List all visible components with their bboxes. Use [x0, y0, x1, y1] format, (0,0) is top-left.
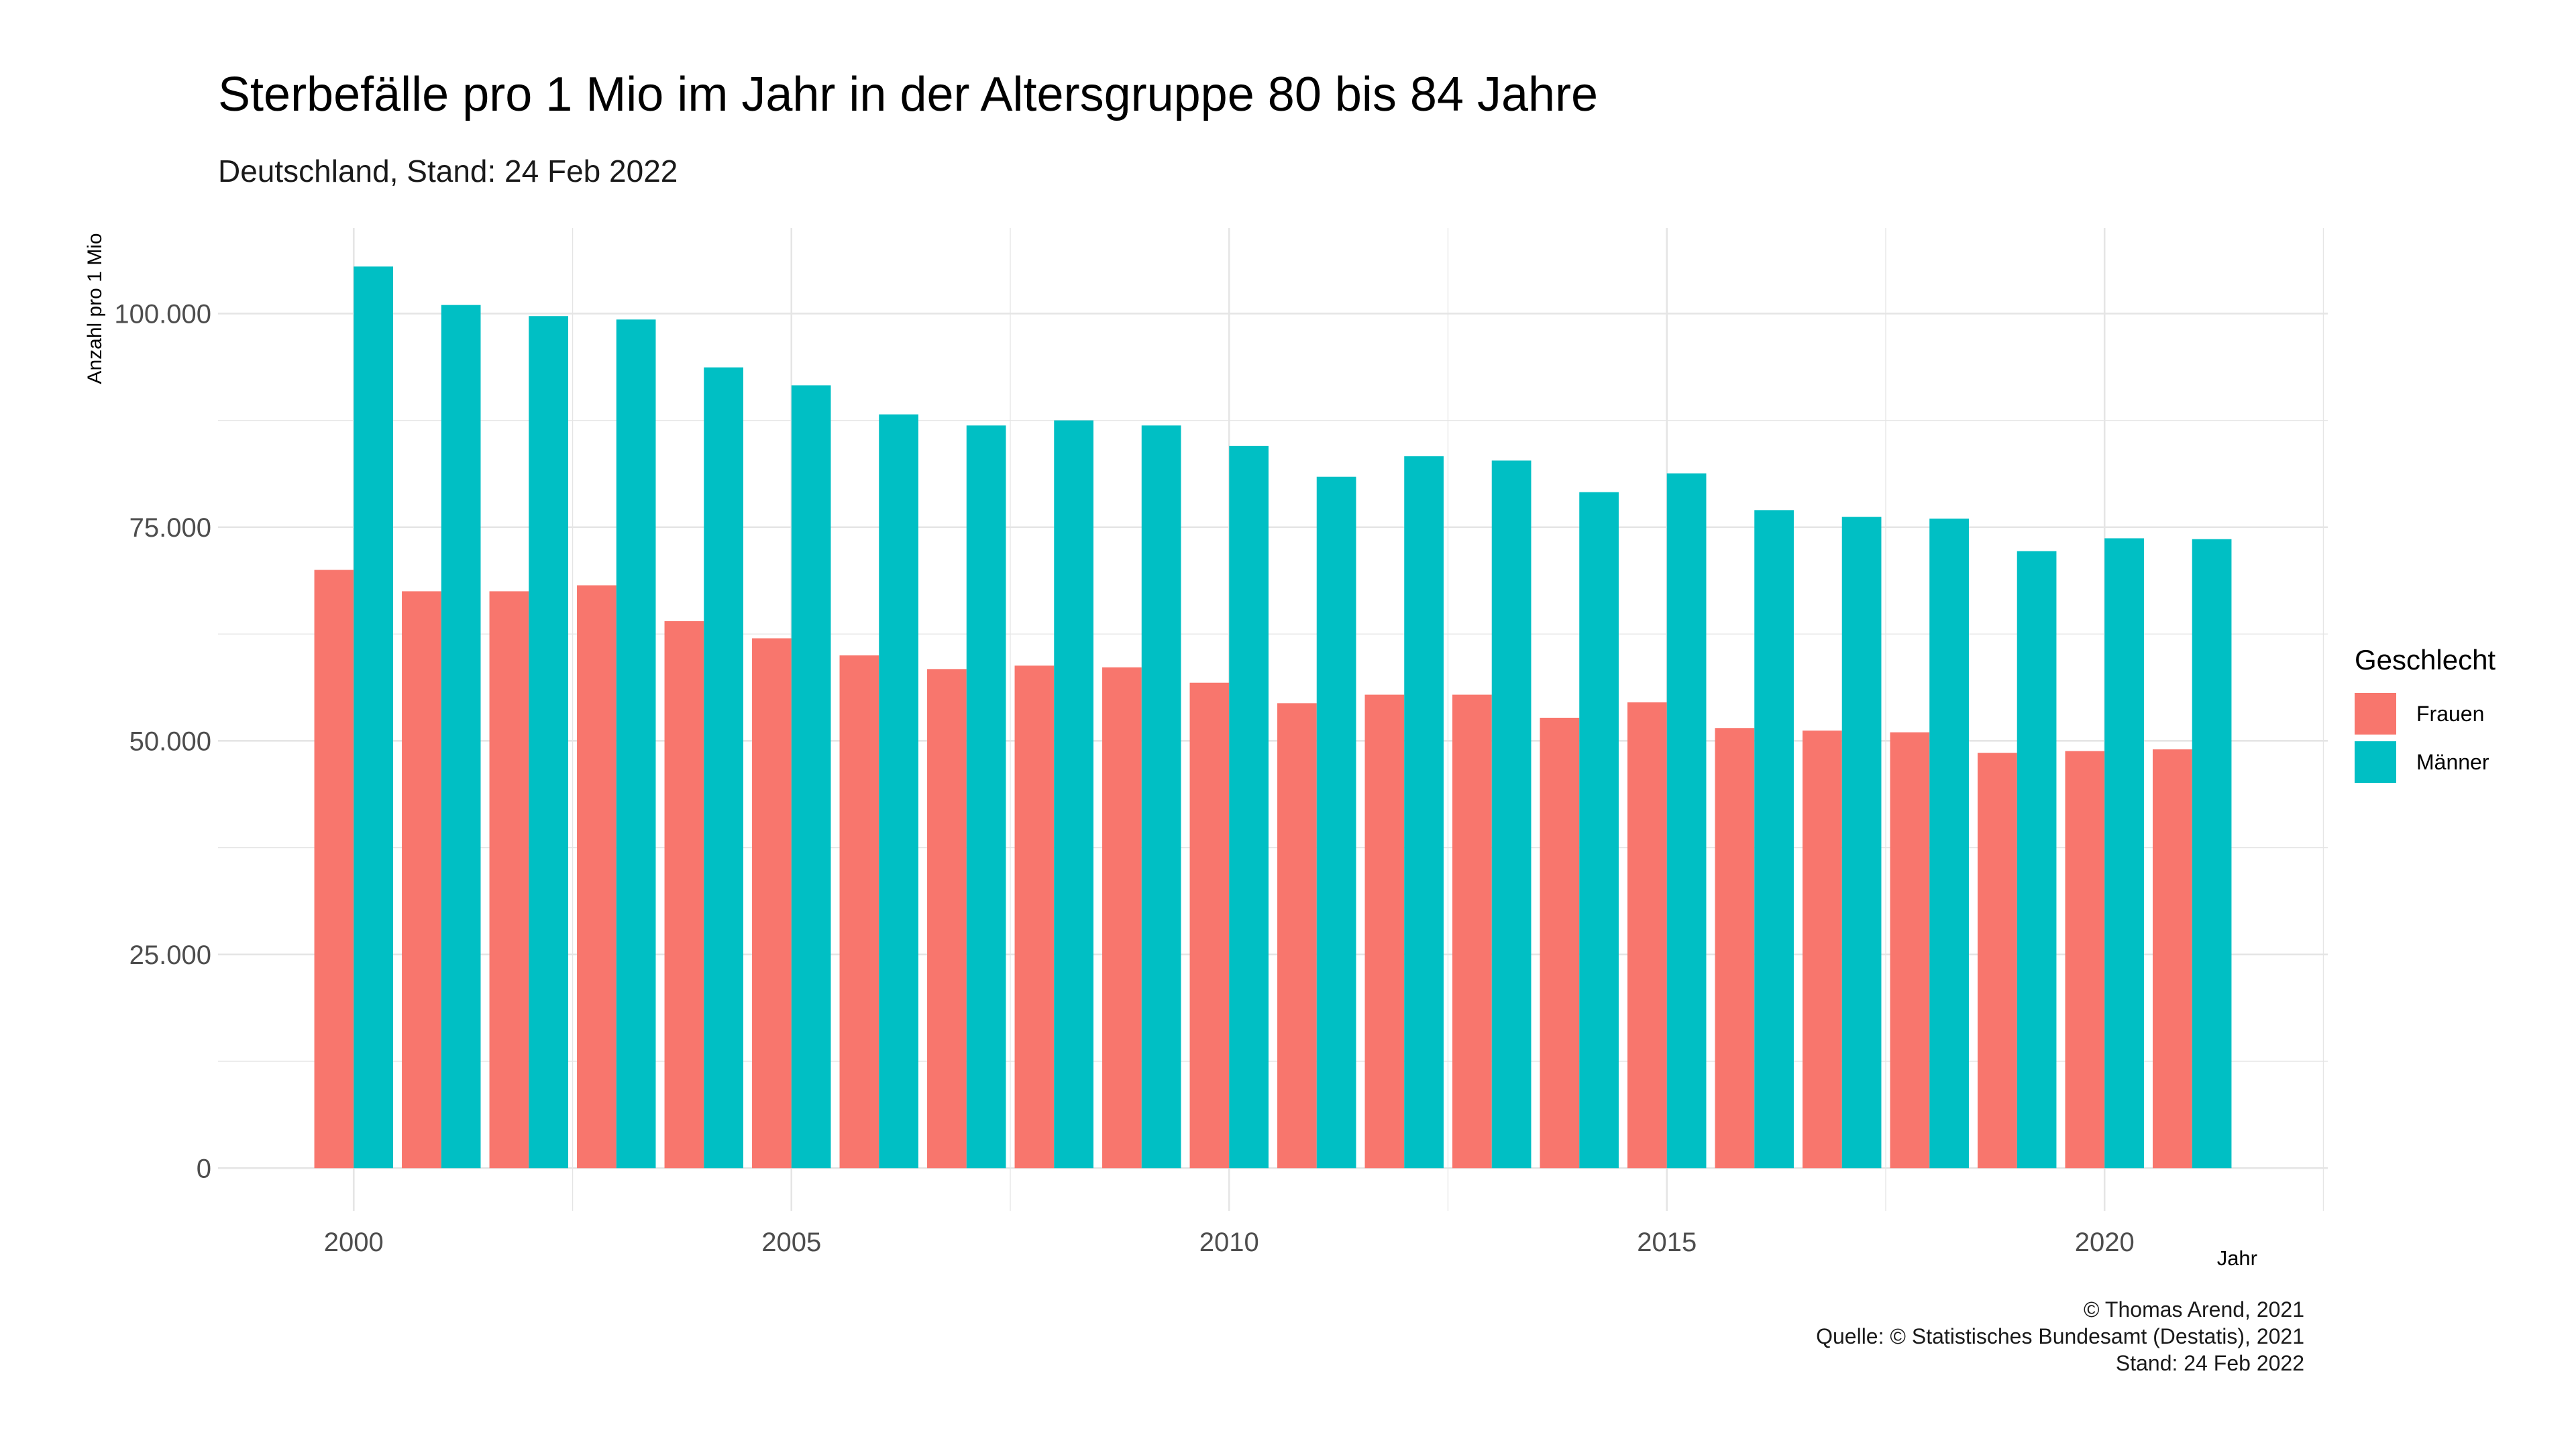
bar-maenner-2012 — [1404, 456, 1444, 1169]
bar-frauen-2015 — [1627, 702, 1667, 1169]
bar-frauen-2009 — [1102, 667, 1142, 1169]
bar-frauen-2012 — [1364, 694, 1405, 1169]
bar-frauen-2020 — [2065, 751, 2105, 1169]
x-tick-label: 2005 — [761, 1228, 821, 1257]
x-tick-label: 2010 — [1199, 1228, 1259, 1257]
bar-maenner-2010 — [1229, 445, 1269, 1169]
bar-frauen-2016 — [1715, 728, 1755, 1169]
bar-maenner-2006 — [879, 414, 918, 1169]
bar-frauen-2013 — [1452, 694, 1492, 1169]
bar-frauen-2019 — [1978, 753, 2017, 1169]
bar-frauen-2002 — [489, 591, 529, 1169]
legend: Geschlecht Frauen Männer — [2355, 644, 2496, 786]
caption: © Thomas Arend, 2021 Quelle: © Statistis… — [1816, 1296, 2304, 1377]
bar-maenner-2007 — [966, 425, 1006, 1169]
x-tick-label: 2020 — [2075, 1228, 2135, 1257]
bar-frauen-2003 — [577, 585, 616, 1169]
bar-maenner-2000 — [354, 266, 393, 1169]
bar-frauen-2018 — [1890, 732, 1930, 1169]
bar-maenner-2015 — [1666, 473, 1707, 1169]
bar-maenner-2001 — [441, 305, 481, 1169]
bar-maenner-2019 — [2017, 551, 2057, 1169]
bar-frauen-2017 — [1803, 731, 1842, 1169]
legend-title: Geschlecht — [2355, 644, 2496, 676]
legend-label-maenner: Männer — [2416, 749, 2489, 774]
bar-maenner-2016 — [1754, 510, 1794, 1169]
y-tick-label: 25.000 — [129, 941, 211, 970]
bar-maenner-2020 — [2104, 538, 2144, 1169]
bar-maenner-2009 — [1141, 425, 1181, 1169]
caption-author: © Thomas Arend, 2021 — [2084, 1297, 2304, 1322]
bar-maenner-2018 — [1929, 519, 1969, 1169]
bar-frauen-2014 — [1540, 717, 1580, 1169]
bar-frauen-2005 — [752, 638, 792, 1169]
bar-frauen-2004 — [664, 621, 704, 1169]
x-tick-label: 2015 — [1637, 1228, 1697, 1257]
bar-maenner-2021 — [2192, 539, 2232, 1169]
caption-source: Quelle: © Statistisches Bundesamt (Desta… — [1816, 1324, 2304, 1348]
x-axis-ticks: 2000 2005 2010 2015 2020 — [324, 1228, 2135, 1257]
bar-frauen-2011 — [1277, 703, 1317, 1169]
bar-maenner-2014 — [1579, 492, 1619, 1169]
bar-maenner-2004 — [704, 367, 743, 1169]
chart-title: Sterbefälle pro 1 Mio im Jahr in der Alt… — [218, 68, 1599, 121]
x-axis-label: Jahr — [2216, 1246, 2257, 1270]
legend-label-frauen: Frauen — [2416, 701, 2485, 726]
bar-maenner-2008 — [1054, 420, 1093, 1169]
caption-date: Stand: 24 Feb 2022 — [2115, 1351, 2304, 1375]
chart-subtitle: Deutschland, Stand: 24 Feb 2022 — [218, 154, 678, 189]
bars — [314, 266, 2232, 1169]
y-axis-ticks: 0 25.000 50.000 75.000 100.000 — [114, 299, 211, 1183]
legend-key-frauen — [2355, 693, 2396, 735]
bar-frauen-2021 — [2153, 749, 2192, 1169]
bar-frauen-2008 — [1014, 665, 1055, 1169]
bar-maenner-2005 — [791, 385, 831, 1169]
bar-frauen-2001 — [402, 591, 441, 1169]
y-tick-label: 75.000 — [129, 513, 211, 543]
legend-key-maenner — [2355, 741, 2396, 783]
bar-frauen-2010 — [1189, 682, 1230, 1169]
y-tick-label: 50.000 — [129, 727, 211, 756]
bar-frauen-2000 — [314, 570, 354, 1169]
bar-frauen-2006 — [839, 655, 879, 1169]
y-tick-label: 100.000 — [114, 299, 211, 329]
bar-maenner-2002 — [529, 316, 568, 1169]
legend-item-frauen: Frauen — [2355, 690, 2496, 738]
legend-item-maenner: Männer — [2355, 738, 2496, 786]
x-tick-label: 2000 — [324, 1228, 384, 1257]
bar-maenner-2003 — [616, 319, 656, 1169]
bar-maenner-2013 — [1491, 460, 1532, 1169]
bar-maenner-2011 — [1316, 476, 1356, 1169]
y-tick-label: 0 — [197, 1154, 211, 1183]
bar-maenner-2017 — [1841, 517, 1882, 1169]
bar-frauen-2007 — [927, 669, 967, 1169]
